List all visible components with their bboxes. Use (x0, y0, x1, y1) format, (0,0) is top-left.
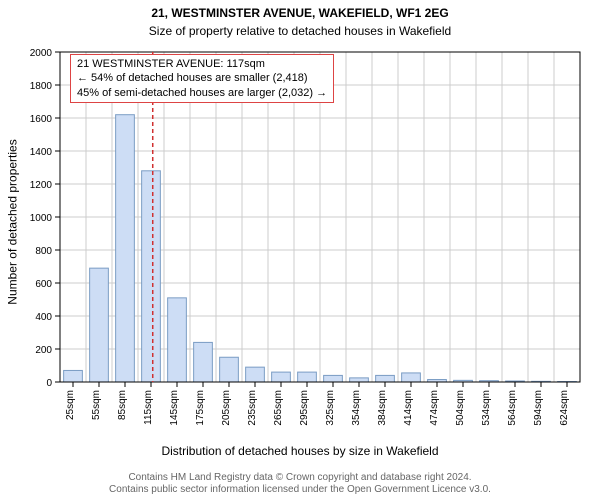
x-axis-label: Distribution of detached houses by size … (0, 444, 600, 458)
histogram-bar (194, 342, 213, 382)
annotation-line-1: 21 WESTMINSTER AVENUE: 117sqm (77, 57, 327, 71)
y-tick-label: 1000 (30, 213, 53, 224)
y-tick-label: 800 (35, 246, 52, 257)
x-tick-label: 384sqm (377, 390, 388, 426)
x-tick-label: 295sqm (299, 390, 310, 426)
x-tick-label: 115sqm (143, 390, 154, 425)
y-tick-label: 0 (46, 378, 52, 389)
footer-attribution: Contains HM Land Registry data © Crown c… (0, 472, 600, 496)
y-tick-label: 400 (35, 312, 52, 323)
y-tick-label: 200 (35, 345, 52, 356)
x-tick-label: 55sqm (91, 390, 102, 420)
histogram-bar (220, 357, 239, 382)
histogram-bar (168, 298, 187, 382)
x-tick-label: 235sqm (247, 390, 258, 426)
x-tick-label: 25sqm (65, 390, 76, 420)
x-tick-label: 564sqm (507, 390, 518, 426)
histogram-bar (350, 378, 369, 382)
y-tick-label: 1800 (30, 81, 53, 92)
histogram-bar (376, 375, 395, 382)
x-tick-label: 175sqm (195, 390, 206, 426)
y-tick-label: 1400 (30, 147, 53, 158)
x-tick-label: 325sqm (325, 390, 336, 426)
y-tick-label: 600 (35, 279, 52, 290)
x-tick-label: 354sqm (351, 390, 362, 426)
chart-supertitle: 21, WESTMINSTER AVENUE, WAKEFIELD, WF1 2… (0, 6, 600, 20)
histogram-bar (324, 375, 343, 382)
histogram-bar (402, 373, 421, 382)
x-tick-label: 504sqm (455, 390, 466, 426)
y-tick-label: 1200 (30, 180, 53, 191)
y-tick-label: 2000 (30, 48, 53, 59)
x-tick-label: 594sqm (533, 390, 544, 426)
footer-line-2: Contains public sector information licen… (0, 484, 600, 496)
chart-subtitle: Size of property relative to detached ho… (0, 24, 600, 38)
x-tick-label: 85sqm (117, 390, 128, 420)
histogram-bar (272, 372, 291, 382)
x-tick-label: 265sqm (273, 390, 284, 426)
x-tick-label: 205sqm (221, 390, 232, 426)
annotation-line-3: 45% of semi-detached houses are larger (… (77, 86, 327, 100)
x-tick-label: 414sqm (403, 390, 414, 426)
annotation-line-2: ← 54% of detached houses are smaller (2,… (77, 71, 327, 85)
histogram-bar (298, 372, 317, 382)
footer-line-1: Contains HM Land Registry data © Crown c… (0, 472, 600, 484)
histogram-bar (246, 367, 265, 382)
histogram-bar (90, 268, 109, 382)
y-tick-label: 1600 (30, 114, 53, 125)
x-tick-label: 624sqm (559, 390, 570, 426)
x-tick-label: 534sqm (481, 390, 492, 426)
x-tick-label: 145sqm (169, 390, 180, 426)
property-annotation-box: 21 WESTMINSTER AVENUE: 117sqm ← 54% of d… (70, 54, 334, 103)
histogram-bar (142, 171, 161, 382)
histogram-bar (64, 370, 83, 382)
histogram-bar (116, 115, 135, 382)
x-tick-label: 474sqm (429, 390, 440, 426)
